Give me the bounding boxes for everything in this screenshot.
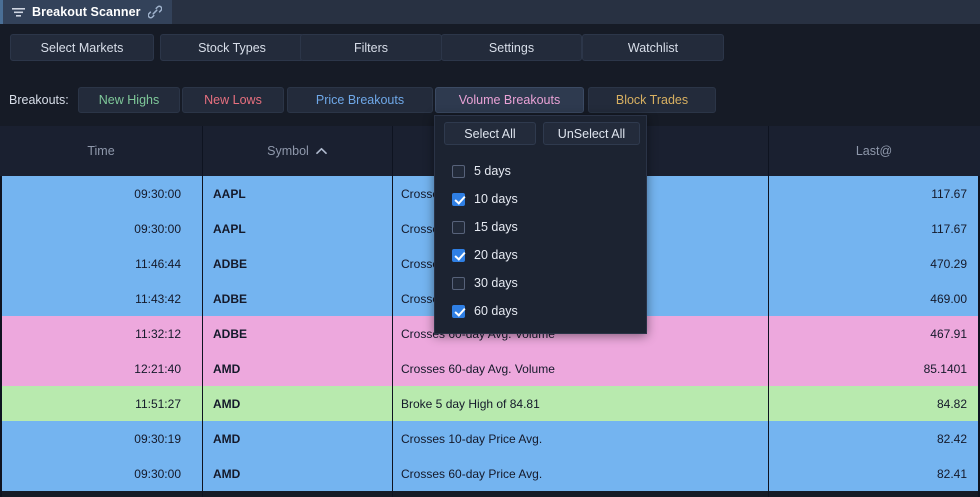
tab-breakout-scanner[interactable]: Breakout Scanner	[0, 0, 172, 24]
column-divider-2	[392, 126, 393, 497]
dropdown-option-5-days[interactable]: 5 days	[435, 157, 648, 185]
checkbox-20-days[interactable]	[452, 248, 465, 262]
breakout-tab-block-trades[interactable]: Block Trades	[588, 87, 716, 113]
tab-title: Breakout Scanner	[32, 5, 141, 19]
dropdown-option-10-days[interactable]: 10 days	[435, 185, 648, 213]
dropdown-option-60-days[interactable]: 60 days	[435, 297, 648, 325]
checkbox-5-days[interactable]	[452, 164, 465, 178]
column-header-label: Last@	[855, 144, 893, 158]
cell-description: Broke 5 day High of 84.81	[401, 396, 540, 411]
select-all-button[interactable]: Select All	[444, 122, 536, 145]
link-icon[interactable]	[147, 5, 162, 19]
toolbar-button-watchlist[interactable]: Watchlist	[582, 34, 724, 61]
column-header-label: Time	[87, 144, 115, 158]
checkbox-60-days[interactable]	[452, 304, 465, 318]
main-toolbar: Select Markets Stock Types Filters Settings…	[0, 24, 980, 84]
dropdown-actions: Select All UnSelect All	[435, 122, 648, 147]
cell-last-price: 85.1401	[923, 361, 967, 376]
cell-symbol: AMD	[213, 396, 241, 411]
cell-last-price: 82.42	[936, 431, 967, 446]
dropdown-option-15-days[interactable]: 15 days	[435, 213, 648, 241]
toolbar-button-stock-types[interactable]: Stock Types	[160, 34, 304, 61]
checkbox-15-days[interactable]	[452, 220, 465, 234]
column-divider-1	[202, 126, 203, 497]
cell-time: 11:46:44	[135, 256, 181, 271]
cell-time: 11:32:12	[135, 326, 181, 341]
cell-symbol: ADBE	[213, 256, 248, 271]
toolbar-button-filters[interactable]: Filters	[300, 34, 442, 61]
dropdown-option-list: 5 days 10 days 15 days 20 days 30 days 60 day…	[435, 157, 648, 325]
cell-symbol: AMD	[213, 361, 241, 376]
column-divider-3	[768, 126, 769, 497]
cell-time: 11:51:27	[135, 396, 181, 411]
cell-last-price: 82.41	[936, 466, 967, 481]
cell-symbol: AAPL	[213, 186, 246, 201]
cell-symbol: AAPL	[213, 221, 246, 236]
cell-last-price: 84.82	[936, 396, 967, 411]
cell-symbol: ADBE	[213, 326, 248, 341]
toolbar-button-settings[interactable]: Settings	[441, 34, 582, 61]
dropdown-option-label: 30 days	[474, 276, 518, 290]
dropdown-option-label: 15 days	[474, 220, 518, 234]
cell-last-price: 470.29	[930, 256, 967, 271]
volume-period-dropdown: Select All UnSelect All 5 days 10 days 15 …	[434, 115, 647, 334]
cell-last-price: 469.00	[930, 291, 967, 306]
toolbar-button-select-markets[interactable]: Select Markets	[10, 34, 154, 61]
cell-description: Crosses 10-day Price Avg.	[401, 431, 543, 446]
filter-icon	[12, 7, 25, 18]
cell-symbol: ADBE	[213, 291, 248, 306]
dropdown-option-30-days[interactable]: 30 days	[435, 269, 648, 297]
table-row[interactable]: 11:51:27 AMD Broke 5 day High of 84.81 84.8…	[0, 386, 980, 421]
dropdown-option-label: 20 days	[474, 248, 518, 262]
cell-symbol: AMD	[213, 466, 241, 481]
checkbox-30-days[interactable]	[452, 276, 465, 290]
column-header-symbol[interactable]: Symbol	[202, 126, 392, 176]
cell-last-price: 117.67	[931, 221, 967, 236]
cell-time: 09:30:00	[134, 466, 181, 481]
dropdown-option-label: 60 days	[474, 304, 518, 318]
cell-time: 09:30:00	[134, 221, 181, 236]
column-header-last-[interactable]: Last@	[768, 126, 980, 176]
table-right-edge	[978, 176, 980, 497]
breakout-tab-new-lows[interactable]: New Lows	[182, 87, 284, 113]
cell-last-price: 117.67	[931, 186, 967, 201]
cell-time: 09:30:00	[134, 186, 181, 201]
unselect-all-button[interactable]: UnSelect All	[543, 122, 640, 145]
cell-description: Crosses 60-day Price Avg.	[401, 466, 543, 481]
dropdown-option-label: 10 days	[474, 192, 518, 206]
checkbox-10-days[interactable]	[452, 192, 465, 206]
table-row[interactable]: 09:30:00 AMD Crosses 60-day Price Avg. 82.4…	[0, 456, 980, 491]
dropdown-option-label: 5 days	[474, 164, 511, 178]
table-left-edge	[0, 176, 2, 497]
breakouts-filter-row: Breakouts: New Highs New Lows Price Breako…	[0, 82, 980, 126]
breakout-tab-price-breakouts[interactable]: Price Breakouts	[287, 87, 433, 113]
sort-ascending-icon	[315, 144, 327, 158]
dropdown-option-20-days[interactable]: 20 days	[435, 241, 648, 269]
column-header-time[interactable]: Time	[0, 126, 202, 176]
table-row[interactable]: 09:30:19 AMD Crosses 10-day Price Avg. 82.4…	[0, 421, 980, 456]
window-tab-bar: Breakout Scanner	[0, 0, 980, 24]
cell-last-price: 467.91	[930, 326, 967, 341]
breakout-tab-new-highs[interactable]: New Highs	[78, 87, 180, 113]
cell-time: 09:30:19	[134, 431, 181, 446]
cell-symbol: AMD	[213, 431, 241, 446]
cell-time: 11:43:42	[135, 291, 181, 306]
breakout-tab-volume-breakouts[interactable]: Volume Breakouts	[435, 87, 584, 113]
table-row[interactable]: 12:21:40 AMD Crosses 60-day Avg. Volume 85.…	[0, 351, 980, 386]
cell-description: Crosses 60-day Avg. Volume	[401, 361, 555, 376]
column-header-label: Symbol	[267, 144, 309, 158]
breakouts-label: Breakouts:	[9, 93, 69, 107]
cell-time: 12:21:40	[134, 361, 181, 376]
